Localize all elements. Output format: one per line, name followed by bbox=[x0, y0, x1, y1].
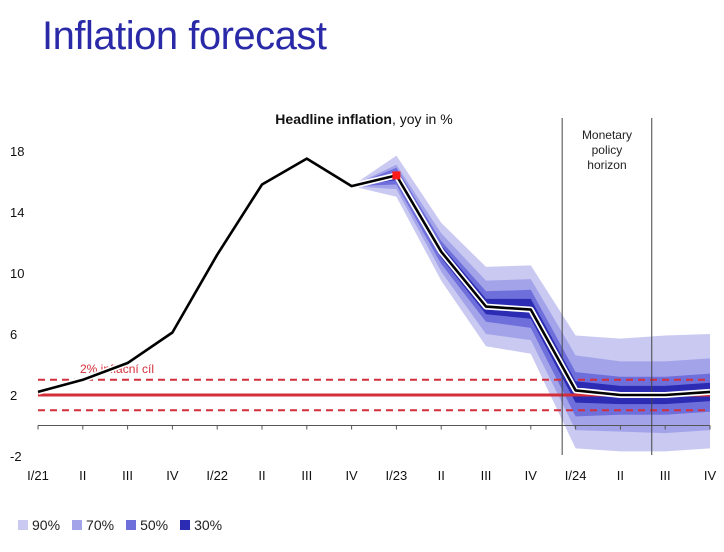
x-tick-label: II bbox=[438, 468, 445, 483]
horizon-label-line: horizon bbox=[587, 158, 626, 172]
x-tick-label: II bbox=[79, 468, 86, 483]
x-tick-label: I/22 bbox=[206, 468, 228, 483]
legend-swatch bbox=[126, 520, 137, 530]
legend-label: 30% bbox=[194, 517, 223, 533]
x-tick-label: III bbox=[122, 468, 133, 483]
fan-bands bbox=[351, 155, 710, 452]
series-line bbox=[37, 157, 711, 397]
x-tick-label: I/24 bbox=[565, 468, 587, 483]
slide-title: Inflation forecast bbox=[42, 14, 327, 58]
y-tick-label: 10 bbox=[10, 266, 24, 281]
legend-label: 70% bbox=[86, 517, 115, 533]
x-tick-label: III bbox=[481, 468, 492, 483]
legend-label: 50% bbox=[140, 517, 169, 533]
x-tick-label: IV bbox=[704, 468, 717, 483]
horizon-label-line: Monetary bbox=[582, 128, 632, 142]
chart-title-unit: , yoy in % bbox=[392, 111, 453, 127]
x-tick-label: II bbox=[258, 468, 265, 483]
x-tick-label: II bbox=[617, 468, 624, 483]
y-tick-label: -2 bbox=[10, 449, 22, 464]
legend-item: 90% bbox=[18, 517, 60, 533]
x-tick-label: IV bbox=[166, 468, 179, 483]
y-tick-label: 14 bbox=[10, 205, 24, 220]
legend-swatch bbox=[18, 520, 28, 530]
legend-label: 90% bbox=[32, 517, 61, 533]
x-tick-label: IV bbox=[345, 468, 358, 483]
x-tick-label: I/21 bbox=[27, 468, 49, 483]
chart-title: Headline inflation, yoy in % bbox=[275, 111, 452, 127]
x-tick-label: IV bbox=[525, 468, 538, 483]
x-tick-label: III bbox=[660, 468, 671, 483]
y-tick-label: 2 bbox=[10, 388, 17, 403]
legend: 90% 70% 50% 30% bbox=[18, 517, 222, 533]
y-tick-label: 18 bbox=[10, 144, 24, 159]
legend-swatch bbox=[180, 520, 191, 530]
series bbox=[37, 155, 711, 398]
fan-band-50pct bbox=[351, 167, 710, 417]
highlight-point bbox=[392, 171, 401, 180]
legend-item: 50% bbox=[126, 517, 168, 533]
axes: I/21 II III IV I/22 II III IV I/23 II III IV I/24 II I… bbox=[10, 144, 716, 483]
legend-swatch bbox=[72, 520, 83, 530]
legend-item: 70% bbox=[72, 517, 114, 533]
chart-title-bold: Headline inflation bbox=[275, 111, 392, 127]
legend-item: 30% bbox=[180, 517, 222, 533]
x-tick-label: III bbox=[301, 468, 312, 483]
x-tick-label: I/23 bbox=[386, 468, 408, 483]
y-tick-label: 6 bbox=[10, 327, 17, 342]
horizon-label-line: policy bbox=[592, 143, 623, 157]
